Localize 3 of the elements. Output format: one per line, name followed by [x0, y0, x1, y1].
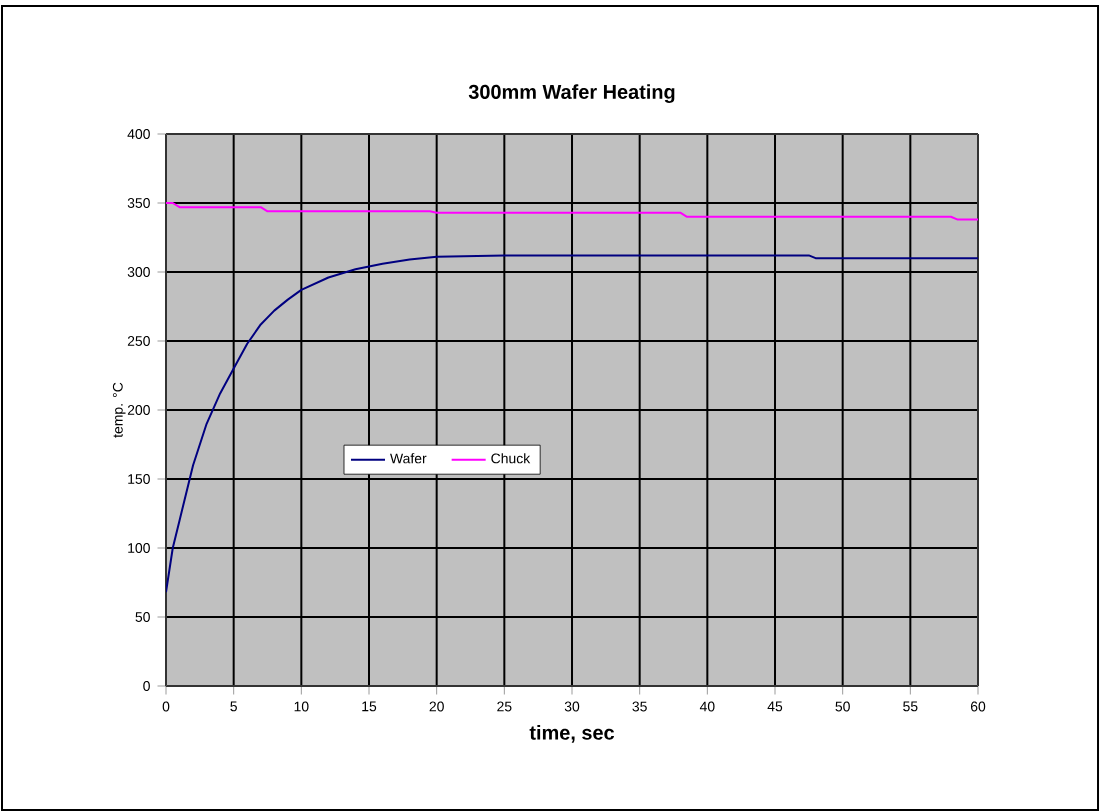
chart-title: 300mm Wafer Heating: [468, 84, 675, 103]
line-series: [166, 202, 979, 221]
x-axis-title: time, sec: [529, 725, 615, 743]
